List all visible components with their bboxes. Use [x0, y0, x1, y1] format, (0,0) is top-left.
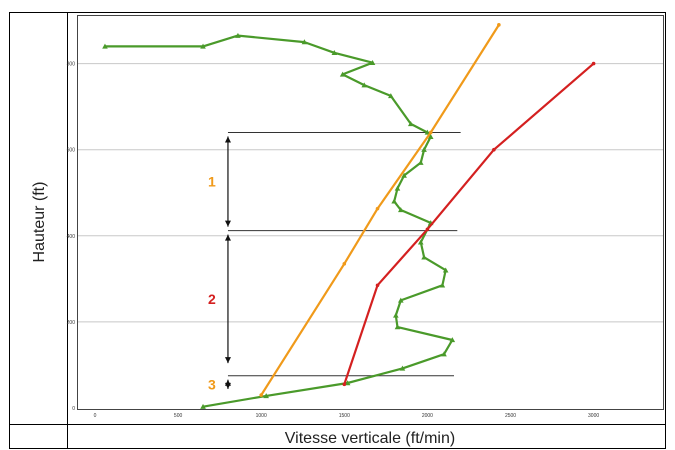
- x-tick-label: 3000: [588, 413, 599, 419]
- annotation-arrow-head: [224, 357, 231, 364]
- outer-frame: [9, 12, 666, 449]
- grid-layer: [78, 63, 663, 323]
- series-point: [375, 206, 380, 211]
- series-point: [388, 93, 394, 99]
- series-point: [342, 382, 347, 387]
- series-point: [331, 50, 338, 56]
- y-tick-label: 800: [67, 62, 76, 68]
- series-line: [105, 34, 454, 408]
- series-point: [393, 312, 399, 318]
- series-point: [441, 351, 447, 357]
- annotations: 1 2 3: [208, 136, 231, 392]
- series-point: [339, 71, 346, 77]
- annotation-label: 1: [208, 174, 216, 190]
- x-tick-label: 2000: [422, 413, 433, 419]
- series-point: [449, 337, 456, 343]
- series-point: [421, 146, 427, 152]
- series-point: [369, 59, 376, 65]
- series-point: [394, 185, 401, 191]
- x-tick-label: 0: [94, 413, 97, 419]
- series-point: [398, 207, 404, 213]
- series-point: [417, 159, 424, 165]
- annotation-arrow-head: [224, 220, 231, 227]
- series-point: [375, 283, 380, 288]
- x-tick-label: 500: [174, 413, 183, 419]
- series-point: [200, 43, 206, 49]
- series-point: [263, 393, 269, 399]
- series-point: [235, 32, 241, 38]
- series-point: [417, 239, 424, 245]
- x-tick-label: 2500: [505, 413, 516, 419]
- series-point: [439, 282, 446, 288]
- y-axis-label: Hauteur (ft): [31, 182, 48, 263]
- series-point: [391, 198, 397, 204]
- plot-area: [77, 15, 664, 410]
- series-point: [428, 130, 433, 135]
- tick-layer: 0 200 400 600 800 0 500 1000 1500 2000 2500 3000: [67, 62, 600, 419]
- series-point: [102, 43, 108, 49]
- x-tick-label: 1000: [256, 413, 267, 419]
- annotation-arrow-head: [224, 234, 231, 241]
- series-point: [344, 380, 351, 386]
- series-point: [442, 267, 449, 273]
- series-point: [394, 324, 401, 330]
- series-point: [591, 61, 596, 66]
- series-point: [425, 227, 430, 232]
- series-point: [497, 23, 501, 27]
- series-point: [401, 172, 407, 178]
- series-layer: [102, 23, 596, 409]
- series-point: [427, 133, 434, 139]
- series-point: [421, 254, 427, 260]
- series-point: [407, 121, 414, 127]
- reference-lines: [227, 131, 461, 377]
- y-tick-label: 400: [67, 234, 76, 240]
- series-point: [398, 297, 404, 303]
- series-point: [200, 403, 206, 409]
- series-point: [342, 261, 347, 266]
- x-tick-label: 1500: [339, 413, 350, 419]
- x-axis-label: Vitesse verticale (ft/min): [285, 430, 455, 447]
- annotation-label: 3: [208, 376, 216, 392]
- y-tick-label: 0: [72, 406, 75, 412]
- annotation-arrow-head: [224, 382, 231, 389]
- y-tick-label: 200: [67, 320, 76, 326]
- series-point: [301, 39, 308, 45]
- annotation-label: 2: [208, 291, 216, 307]
- y-tick-label: 600: [67, 148, 76, 154]
- series-point: [361, 82, 368, 88]
- series-point: [399, 365, 406, 371]
- series-point: [492, 147, 496, 152]
- annotation-arrow-head: [224, 136, 231, 143]
- series-point: [259, 393, 264, 397]
